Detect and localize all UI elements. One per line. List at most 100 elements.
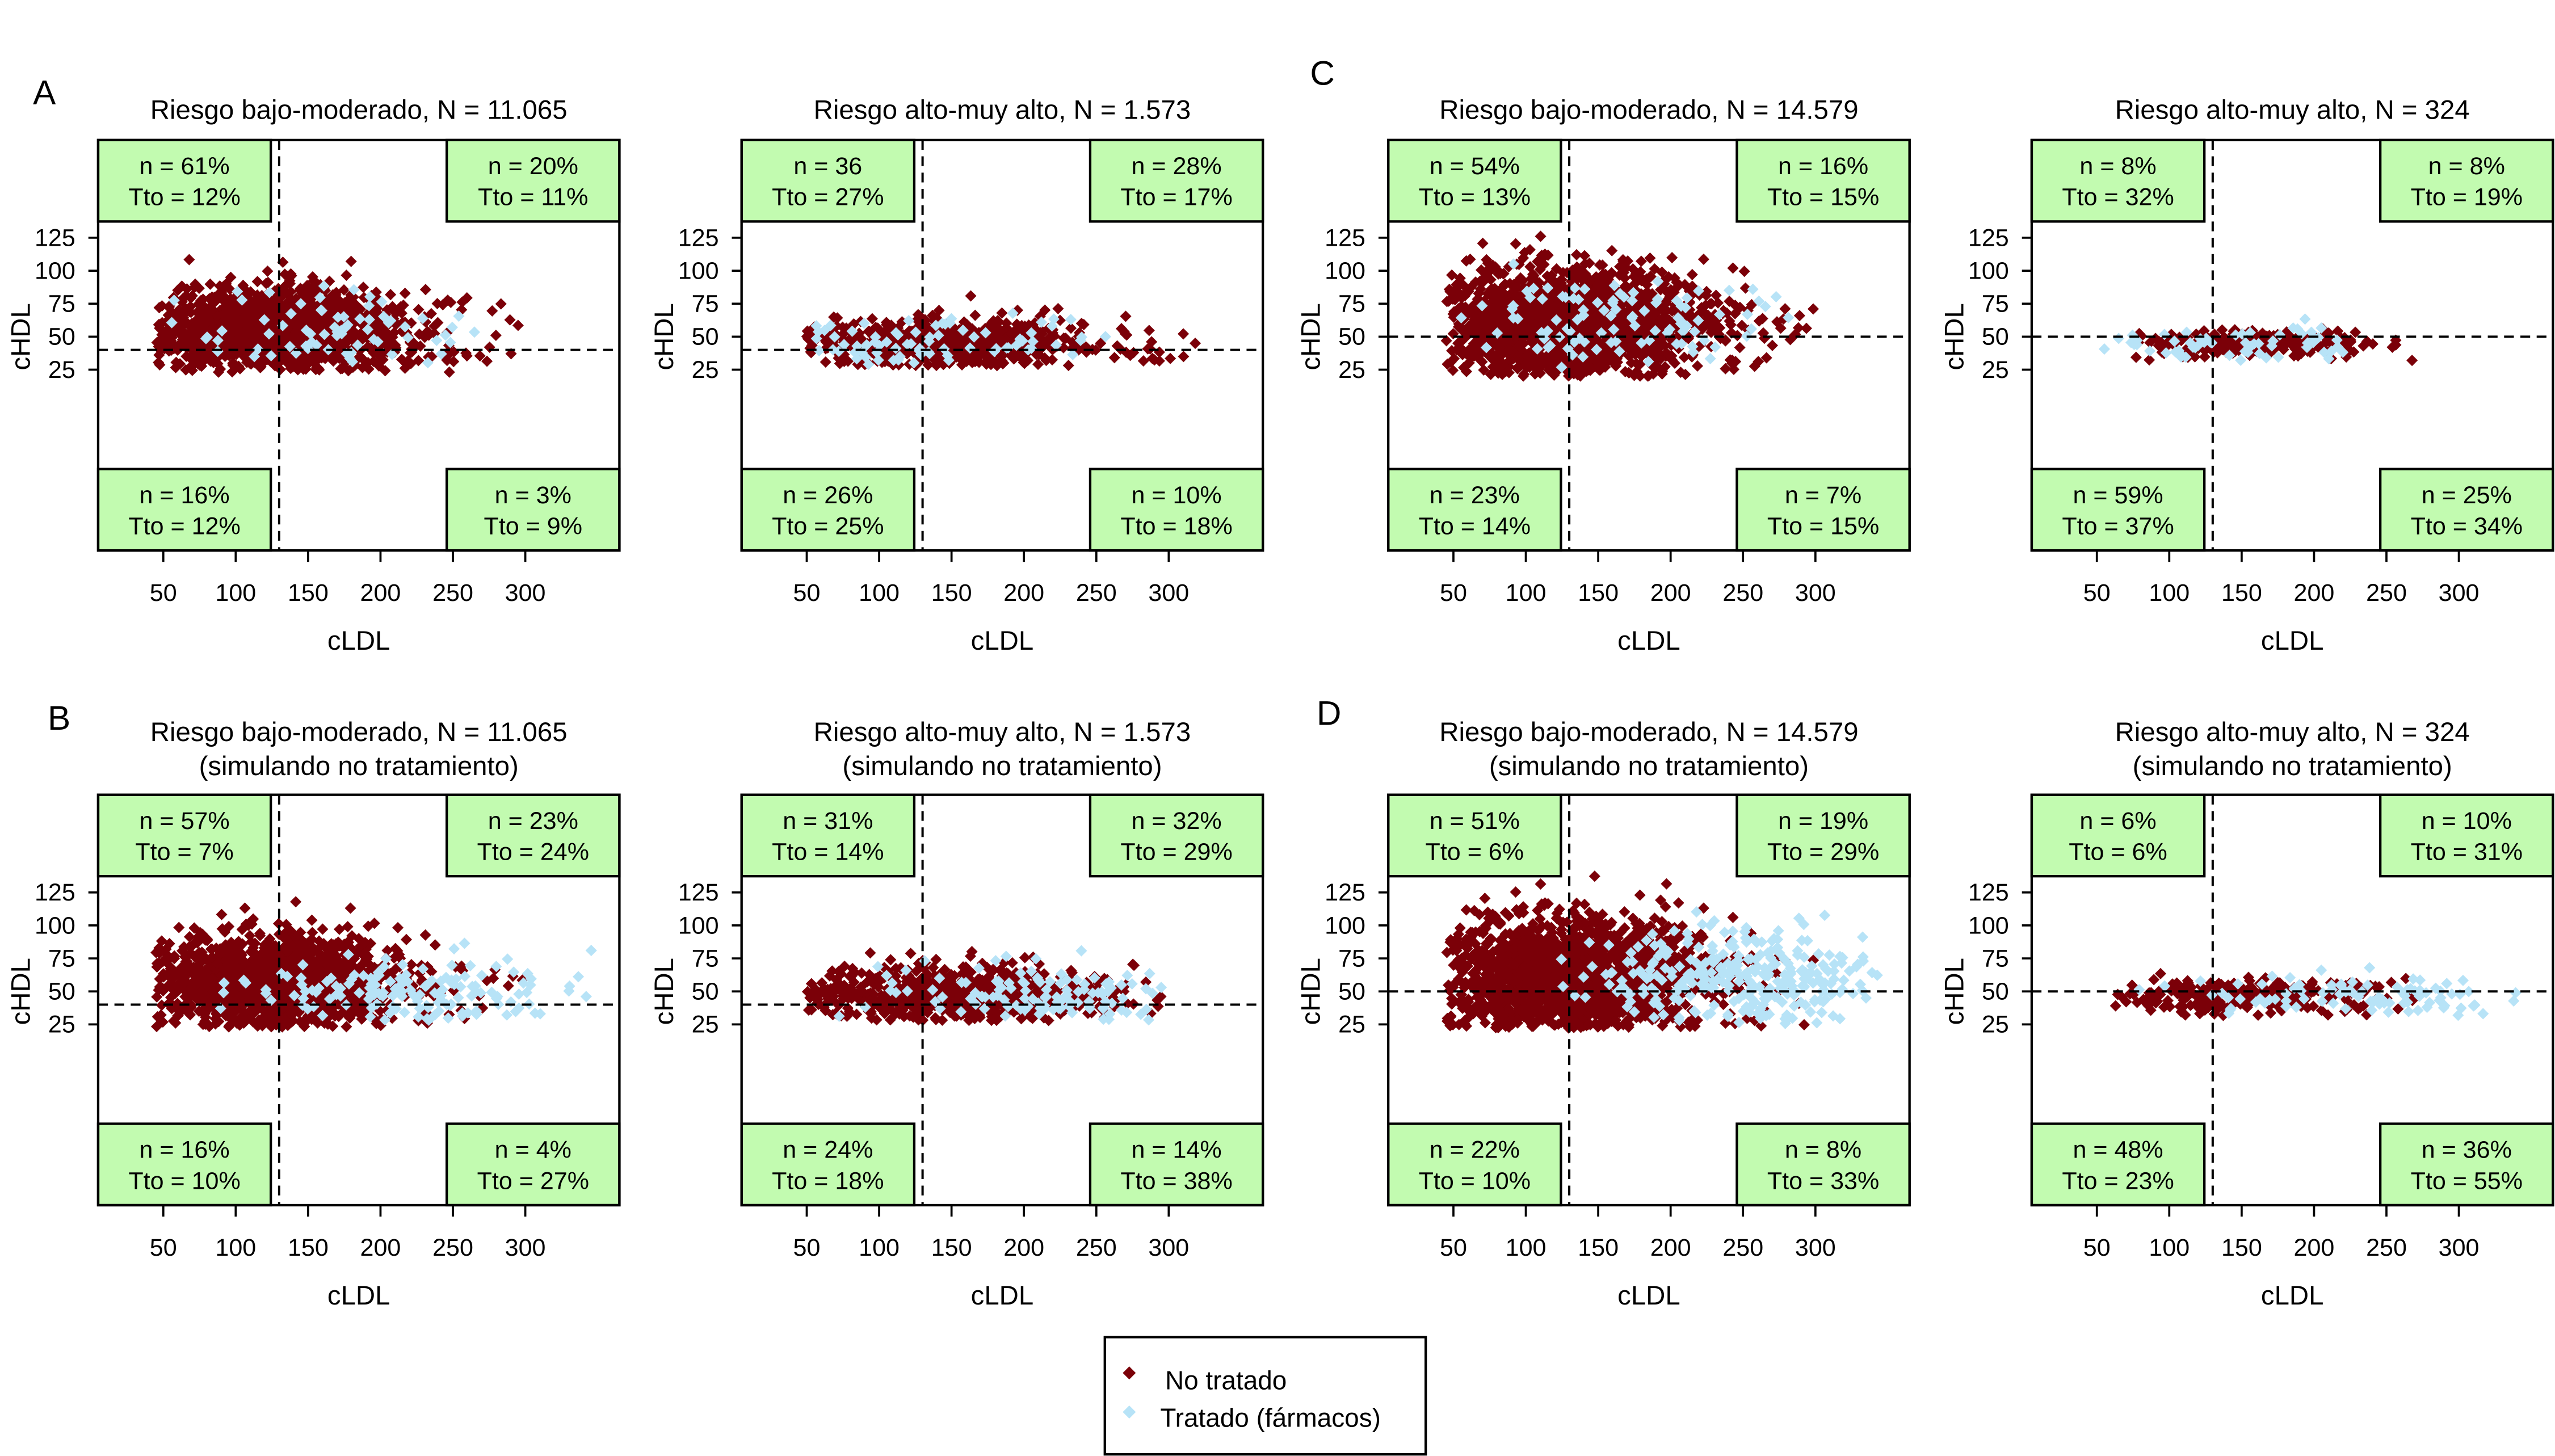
data-point xyxy=(419,284,431,296)
data-point xyxy=(1052,302,1064,314)
data-point xyxy=(170,361,182,373)
y-tick-label: 125 xyxy=(35,224,75,251)
data-point xyxy=(204,278,216,290)
data-point xyxy=(262,265,274,277)
quadrant-box xyxy=(446,468,621,552)
data-point xyxy=(341,270,352,281)
data-point xyxy=(332,312,344,323)
panel-subtitle: (simulando no tratamiento) xyxy=(199,751,519,781)
x-tick-label: 250 xyxy=(1722,579,1763,607)
quadrant-n: n = 3% xyxy=(495,482,571,509)
data-point xyxy=(173,304,185,316)
data-point xyxy=(314,292,326,304)
data-point xyxy=(306,271,318,283)
quadrant-bottom-left: n = 59%Tto = 37% xyxy=(2030,468,2206,552)
quadrant-n: n = 25% xyxy=(2422,482,2512,509)
data-point xyxy=(431,297,443,310)
quadrant-n: n = 26% xyxy=(783,482,873,509)
data-point xyxy=(281,323,293,335)
data-point xyxy=(383,317,394,329)
data-point xyxy=(1738,266,1750,277)
quadrant-bottom-left: n = 26%Tto = 25% xyxy=(740,468,916,552)
data-point xyxy=(173,322,185,334)
data-point xyxy=(435,348,447,360)
panel-letter: C xyxy=(1310,53,1335,92)
data-point xyxy=(358,281,369,293)
data-point xyxy=(263,287,275,298)
data-point xyxy=(927,309,939,322)
x-tick-label: 50 xyxy=(150,579,177,607)
y-tick-label: 25 xyxy=(1982,356,2009,384)
data-point xyxy=(233,320,245,332)
points xyxy=(151,254,524,378)
quadrant-bottom-left: n = 16%Tto = 12% xyxy=(96,468,272,552)
x-tick-label: 150 xyxy=(2221,579,2262,607)
data-point xyxy=(229,325,241,336)
quadrant-n: n = 23% xyxy=(1430,482,1520,509)
quadrant-tto: Tto = 12% xyxy=(128,184,240,211)
quadrant-top-right: n = 8%Tto = 19% xyxy=(2379,138,2554,223)
y-tick-label: 50 xyxy=(1338,323,1365,351)
quadrant-n: n = 8% xyxy=(2079,153,2156,180)
quadrant-tto: Tto = 17% xyxy=(1120,184,1232,211)
data-point xyxy=(396,326,408,338)
data-point xyxy=(443,366,455,378)
quadrant-n: n = 20% xyxy=(488,153,578,180)
data-point xyxy=(362,332,374,344)
data-point xyxy=(200,333,212,344)
quadrant-tto: Tto = 15% xyxy=(1767,512,1879,540)
y-tick-label: 75 xyxy=(1982,291,2009,318)
data-point xyxy=(1178,351,1190,363)
data-point xyxy=(1108,352,1120,364)
data-point xyxy=(1770,291,1782,303)
data-point xyxy=(1029,317,1041,329)
data-point xyxy=(1477,237,1489,249)
data-point xyxy=(318,329,330,340)
data-point xyxy=(220,340,232,352)
x-tick-label: 100 xyxy=(859,579,900,607)
data-point xyxy=(258,314,270,326)
data-point xyxy=(285,308,297,319)
data-point xyxy=(348,284,360,296)
data-point xyxy=(376,296,388,308)
data-point xyxy=(335,305,348,317)
quadrant-tto: Tto = 27% xyxy=(772,184,884,211)
data-point xyxy=(155,323,167,335)
points xyxy=(801,290,1201,372)
x-tick-label: 200 xyxy=(360,579,401,607)
data-point xyxy=(1793,310,1805,322)
data-point xyxy=(428,327,440,339)
data-point xyxy=(197,293,209,305)
data-point xyxy=(372,336,384,348)
data-point xyxy=(212,346,224,357)
data-point xyxy=(317,313,329,325)
data-point xyxy=(1535,230,1547,242)
x-axis-label: cLDL xyxy=(971,626,1034,656)
quadrant-n: n = 59% xyxy=(2073,482,2163,509)
data-point xyxy=(484,341,495,353)
data-point xyxy=(335,325,347,336)
y-tick-label: 50 xyxy=(692,323,719,351)
quadrant-tto: Tto = 18% xyxy=(1120,512,1232,540)
data-point xyxy=(1691,360,1703,372)
quadrant-top-right: n = 20%Tto = 11% xyxy=(446,138,621,223)
quadrant-bottom-right: n = 7% Tto = 15% xyxy=(1735,468,1911,552)
data-point xyxy=(376,349,388,361)
data-point xyxy=(414,340,426,352)
data-point xyxy=(166,317,178,329)
y-tick-label: 25 xyxy=(48,356,75,384)
data-point xyxy=(495,298,507,310)
data-point xyxy=(381,304,393,316)
quadrant-top-left: n = 54%Tto = 13% xyxy=(1387,138,1562,223)
data-point xyxy=(249,351,260,363)
data-point xyxy=(1807,303,1819,315)
data-point xyxy=(460,347,472,359)
data-point xyxy=(429,939,441,951)
quadrant-n: n = 7% xyxy=(1785,482,1861,509)
data-point xyxy=(263,328,275,340)
data-point xyxy=(2406,355,2418,367)
data-point xyxy=(1120,310,1132,322)
